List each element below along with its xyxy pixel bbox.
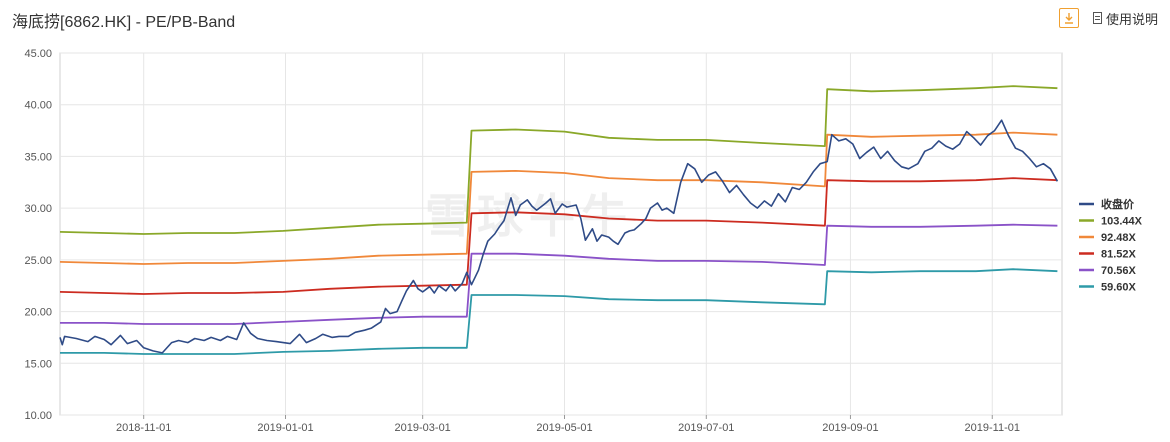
x-tick-label: 2019-03-01 (395, 422, 451, 434)
plot-lines (59, 85, 1059, 355)
legend-label: 收盘价 (1101, 197, 1135, 211)
series-line-2 (59, 131, 1058, 265)
series-line-0 (59, 119, 1059, 354)
x-tick-label: 2019-11-01 (965, 422, 1020, 434)
help-link[interactable]: 使用说明 (1092, 9, 1158, 28)
download-button[interactable] (1058, 8, 1079, 28)
plot-frame (59, 52, 1063, 416)
legend-label: 70.56X (1101, 265, 1137, 277)
x-tick-label: 2019-09-01 (822, 422, 878, 434)
legend-label: 92.48X (1101, 232, 1137, 244)
y-tick-label: 20.00 (24, 307, 52, 319)
legend-label: 59.60X (1101, 282, 1137, 294)
legend-label: 81.52X (1101, 249, 1137, 261)
x-tick-label: 2019-05-01 (536, 422, 592, 434)
legend: 收盘价 103.44X 92.48X 81.52X 70.56X 59.60X (1079, 197, 1143, 294)
series-line-5 (60, 268, 1058, 355)
series-line-1 (59, 85, 1058, 235)
y-tick-label: 15.00 (24, 358, 52, 370)
page-title: 海底捞[6862.HK] - PE/PB-Band (12, 14, 236, 31)
series-line-4 (60, 223, 1058, 325)
document-icon (1092, 12, 1102, 24)
y-tick-label: 45.00 (24, 48, 52, 60)
x-tick-label: 2018-11-01 (116, 422, 171, 434)
legend-label: 103.44X (1101, 216, 1143, 228)
y-tick-label: 40.00 (24, 100, 52, 112)
download-icon (1064, 13, 1073, 24)
help-label: 使用说明 (1105, 11, 1158, 27)
y-tick-label: 35.00 (24, 151, 52, 163)
x-tick-label: 2019-01-01 (257, 422, 313, 434)
axes: 10.00 15.00 20.00 25.00 30.00 35.00 40.00 45.00… (24, 48, 1020, 434)
y-tick-label: 25.00 (24, 255, 52, 267)
y-tick-label: 30.00 (24, 203, 52, 215)
toolbar: 使用说明 (1058, 8, 1158, 28)
x-tick-label: 2019-07-01 (678, 422, 734, 434)
series-line-3 (59, 177, 1058, 295)
y-tick-label: 10.00 (24, 410, 52, 422)
grid (59, 52, 1063, 416)
